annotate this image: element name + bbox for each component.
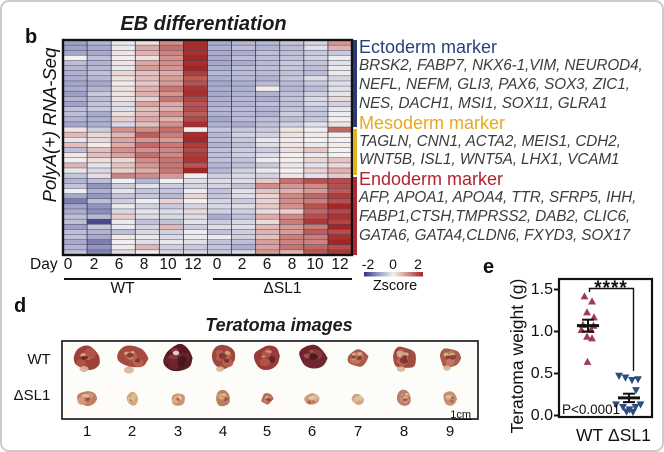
svg-text:2: 2 — [414, 256, 422, 272]
svg-text:0: 0 — [389, 256, 397, 272]
svg-text:1cm: 1cm — [450, 409, 471, 420]
svg-text:Zscore: Zscore — [373, 278, 417, 294]
svg-text:-2: -2 — [362, 256, 374, 272]
svg-text:****: **** — [594, 278, 628, 299]
svg-text:P<0.0001: P<0.0001 — [562, 402, 620, 417]
